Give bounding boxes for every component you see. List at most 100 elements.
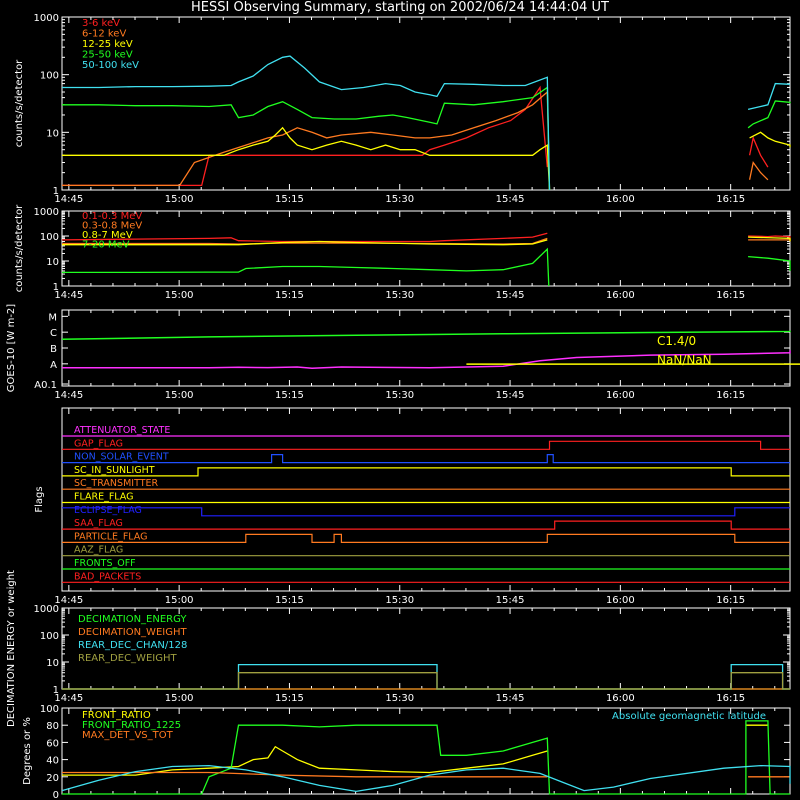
goes-ratio-annotation: NaN/NaN [657, 353, 712, 367]
gamma-frame [61, 210, 791, 287]
gamma-xtick-label: 14:45 [54, 290, 83, 301]
flags-xtick-label: 15:30 [385, 595, 414, 606]
panel-goes: 14:45 15:00 15:15 15:30 15:45 16:00 16:15 A0.1 A… [6, 304, 800, 401]
panel-flags: 14:45 15:00 15:15 15:30 15:45 16:00 16:15 ATTEN… [34, 407, 791, 606]
hxr-series-line [62, 55, 791, 191]
flags-xtick-label: 16:15 [716, 595, 745, 606]
decimation-series-line [62, 663, 790, 690]
goes-xtick-label: 15:15 [275, 390, 304, 401]
decimation-xtick-label: 16:15 [716, 693, 745, 704]
flags-flag-label: NON_SOLAR_EVENT [74, 452, 169, 463]
gamma-xtick-label: 16:15 [716, 290, 745, 301]
goes-xtick-label: 16:00 [606, 390, 635, 401]
flags-flag-line [62, 520, 790, 530]
flags-flag-label: AAZ_FLAG [74, 545, 123, 556]
flags-xtick-label: 15:15 [275, 595, 304, 606]
decimation-legend-item: DECIMATION_WEIGHT [78, 627, 187, 638]
ratios-ytick-label: 40 [46, 756, 59, 767]
flags-flag-label: GAP_FLAG [74, 438, 123, 449]
decimation-ytick-label: 1 [53, 685, 59, 696]
hxr-ytick-label: 1000 [34, 13, 59, 24]
page-title: HESSI Observing Summary, starting on 200… [191, 0, 609, 15]
hxr-ylabel: counts/s/detector [14, 59, 25, 147]
goes-xtick-label: 16:15 [716, 390, 745, 401]
flags-xtick-label: 15:45 [496, 595, 525, 606]
flags-flag-line [62, 454, 790, 464]
flags-flag-line [62, 440, 790, 450]
panel-ratios: 0 20 40 60 80 100 Degrees or % FRONT_RATIOFRONT… [22, 704, 791, 800]
hxr-xtick-label: 14:45 [54, 194, 83, 205]
goes-xtick-label: 15:00 [165, 390, 194, 401]
goes-xtick-label: 15:30 [385, 390, 414, 401]
flags-flag-line [62, 533, 790, 543]
decimation-series-line [62, 672, 790, 690]
flags-flag-label: BAD_PACKETS [74, 571, 141, 582]
gamma-ytick-label: 1000 [34, 207, 59, 218]
flags-flag-label: SC_IN_SUNLIGHT [74, 465, 155, 476]
ratios-ytick-label: 60 [46, 738, 59, 749]
goes-xtick-label: 15:45 [496, 390, 525, 401]
ratios-ytick-label: 20 [46, 773, 59, 784]
hxr-xtick-label: 15:45 [496, 194, 525, 205]
gamma-xtick-label: 15:30 [385, 290, 414, 301]
ratios-series-line [61, 764, 791, 793]
gamma-legend-item: 0.1-0.3 MeV [82, 211, 142, 222]
decimation-xtick-label: 15:30 [385, 693, 414, 704]
gamma-ytick-label: 1 [53, 282, 59, 293]
flags-flag-label: FRONTS_OFF [74, 558, 136, 569]
decimation-ytick-label: 1000 [34, 604, 59, 615]
gamma-ylabel: counts/s/detector [14, 204, 25, 292]
hxr-legend-item: 25-50 keV [82, 50, 133, 61]
flags-xtick-label: 14:45 [54, 595, 83, 606]
flags-flag-line [62, 467, 790, 477]
decimation-ytick-label: 10 [46, 658, 59, 669]
decimation-ytick-label: 100 [40, 631, 59, 642]
gamma-legend-item: 0.3-0.8 MeV [82, 221, 142, 232]
goes-ylabel: GOES-10 [W m-2] [6, 304, 17, 392]
hxr-xtick-label: 15:30 [385, 194, 414, 205]
flags-flag-label: SAA_FLAG [74, 518, 123, 529]
flags-flag-label: FLARE_FLAG [74, 492, 134, 503]
decimation-xtick-label: 15:00 [165, 693, 194, 704]
gamma-xtick-label: 15:45 [496, 290, 525, 301]
decimation-ylabel: DECIMATION ENERGY or weight [6, 570, 17, 727]
gamma-series-line [62, 247, 791, 287]
hxr-legend-item: 6-12 keV [82, 29, 126, 40]
gamma-ytick-label: 100 [40, 232, 59, 243]
panel-hxr: 14:45 15:00 15:15 15:30 15:45 16:00 16:15 1 10 10… [14, 13, 791, 205]
gamma-legend-item: 0.8-7 MeV [82, 230, 133, 241]
goes-flux-annotation: C1.4/0 [657, 334, 696, 348]
gamma-xtick-label: 16:00 [606, 290, 635, 301]
gamma-xtick-label: 15:15 [275, 290, 304, 301]
gamma-series-line [62, 236, 791, 246]
hxr-ytick-label: 1 [53, 186, 59, 197]
decimation-legend-item: DECIMATION_ENERGY [78, 614, 187, 625]
ratios-ylabel: Degrees or % [22, 717, 33, 785]
decimation-xtick-label: 16:00 [606, 693, 635, 704]
flags-frame [61, 407, 791, 592]
goes-ytick-label: M [48, 312, 57, 323]
goes-ytick-label: C [50, 328, 57, 339]
goes-ytick-label: A [50, 360, 57, 371]
ratios-series-line [62, 720, 790, 795]
gamma-ytick-label: 10 [46, 257, 59, 268]
hxr-series-line [62, 86, 791, 191]
goes-series-line [62, 350, 791, 370]
goes-xtick-label: 14:45 [54, 390, 83, 401]
panel-decimation: 14:45 15:00 15:15 15:30 15:45 16:00 16:15 1 10 10… [6, 570, 791, 727]
hxr-legend-item: 12-25 keV [82, 39, 133, 50]
ratios-legend-item: FRONT_RATIO_1225 [82, 720, 181, 731]
hxr-legend-item: 3-6 keV [82, 18, 120, 29]
hxr-xtick-label: 16:00 [606, 194, 635, 205]
hxr-ytick-label: 100 [40, 71, 59, 82]
flags-xtick-label: 15:00 [165, 595, 194, 606]
hxr-ytick-label: 10 [46, 128, 59, 139]
hxr-frame [61, 16, 791, 191]
flags-flag-label: PARTICLE_FLAG [74, 531, 147, 542]
decimation-legend-item: REAR_DEC_WEIGHT [78, 653, 177, 664]
gamma-xtick-label: 15:00 [165, 290, 194, 301]
panel-gamma: 14:45 15:00 15:15 15:30 15:45 16:00 16:15 1 10 10… [14, 204, 791, 301]
ratios-frame [61, 707, 791, 795]
hxr-series-line [62, 90, 769, 191]
